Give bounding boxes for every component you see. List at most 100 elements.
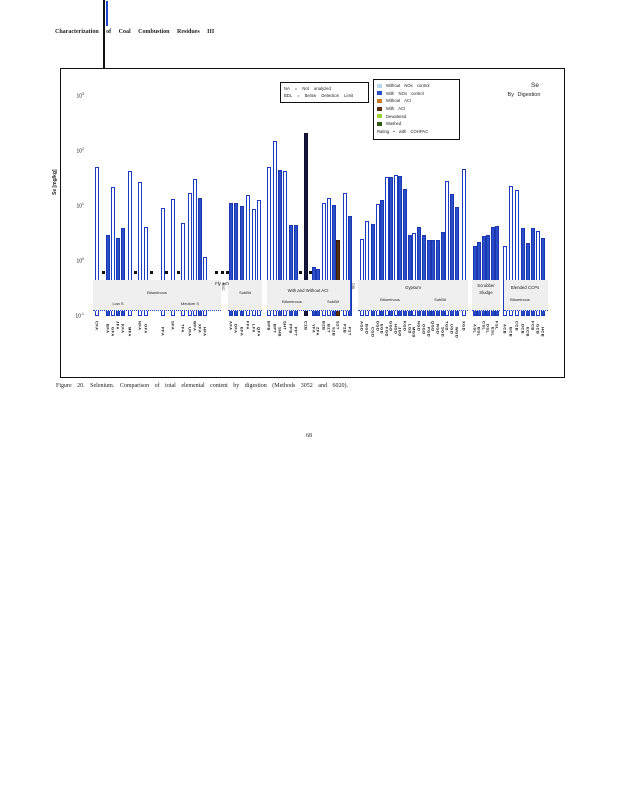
legend-swatch — [377, 83, 382, 88]
bar — [450, 194, 454, 316]
na-bdl-marker — [226, 271, 229, 274]
bar — [486, 235, 490, 316]
bar — [521, 228, 525, 316]
x-tick-label: B2T — [326, 324, 332, 334]
legend-swatch — [377, 98, 382, 103]
band-label: With and Without ACI — [287, 288, 329, 293]
legend-entry-label: Dewatered — [386, 113, 407, 119]
legend-entry-label: With NOx control — [386, 90, 424, 96]
page-number: 68 — [306, 433, 312, 439]
band-cell — [504, 280, 548, 311]
bar — [495, 226, 499, 316]
x-tick-label: P2B — [342, 324, 348, 334]
x-tick-label: DSL — [485, 324, 491, 334]
y-tick-label: 10-1 — [75, 312, 84, 320]
band-cell — [472, 280, 500, 311]
band-cell — [93, 280, 221, 311]
x-tick-label: OFA — [143, 324, 149, 334]
x-tick-label: WGD — [454, 327, 460, 339]
bar — [412, 233, 416, 316]
bar — [427, 240, 431, 316]
band-label: Fly ash — [215, 281, 229, 286]
x-tick-label: S2B — [331, 327, 337, 337]
x-tick-label: ZFA — [315, 327, 321, 337]
band-label: Blended CCPs — [510, 285, 540, 290]
x-tick-label: WFA — [192, 321, 198, 332]
bar — [116, 238, 120, 316]
legend-entry: Dewatered — [377, 112, 456, 120]
color-legend-box: Without NOx control With NOx control Witho… — [373, 79, 460, 140]
x-tick-label: DFA — [233, 324, 239, 334]
bar — [385, 177, 389, 316]
bar — [95, 167, 99, 316]
x-tick-label: UGD — [449, 324, 455, 335]
bar — [188, 193, 192, 316]
legend-entries: Without NOx control With NOx control Witho… — [377, 82, 456, 128]
note-bdl: BDL = Below Detection Limit — [284, 93, 354, 98]
bar — [252, 209, 256, 316]
bar — [240, 206, 244, 316]
bar — [294, 225, 298, 316]
bar — [327, 198, 331, 316]
legend-entry-label: Without ACI — [386, 98, 412, 104]
x-tick-label: SFA — [170, 321, 176, 331]
bar — [531, 228, 535, 316]
x-tick-label: P2T — [347, 327, 353, 336]
x-tick-label: B2B — [321, 321, 327, 331]
x-tick-label: CSL — [481, 321, 487, 331]
band-label: SubBit — [434, 297, 446, 302]
x-tick-label: AGD — [359, 321, 365, 332]
bar — [332, 205, 336, 316]
x-tick-label: FCB — [530, 321, 536, 331]
x-tick-label: C2B — [303, 321, 309, 331]
legend-swatch — [377, 114, 382, 119]
x-tick-label: SHB — [277, 327, 283, 337]
na-bdl-marker — [134, 271, 137, 274]
bar — [408, 235, 412, 316]
page-header: Characterization of Coal Combustion Resi… — [55, 29, 215, 35]
x-tick-label: LGD — [407, 324, 413, 334]
x-tick-label: HFA — [202, 327, 208, 337]
x-tick-label: UFA — [187, 327, 193, 337]
band-narrow-label: DSI — [351, 283, 355, 290]
x-tick-label: ESL — [490, 327, 496, 337]
x-tick-label: PFA — [160, 327, 166, 337]
x-tick-label: MGD — [411, 327, 417, 338]
x-tick-label: S2T — [335, 321, 341, 330]
chart-subtitle: By Digestion — [507, 92, 541, 98]
bar — [348, 216, 352, 316]
x-tick-label: YFA — [311, 324, 317, 334]
notes-legend-box: NA = Not analyzed BDL = Below Detection … — [280, 82, 369, 103]
band-narrow-label: FBC — [221, 283, 225, 291]
band-cell — [267, 280, 350, 311]
legend-swatch — [377, 91, 382, 96]
x-tick-label: QFA — [256, 327, 262, 337]
x-tick-label: CFA — [94, 321, 100, 331]
x-tick-label: DCB — [520, 324, 526, 335]
bar — [389, 177, 393, 316]
na-bdl-marker — [299, 271, 302, 274]
x-tick-label: EGD — [379, 324, 385, 335]
x-tick-label: PPB — [288, 324, 294, 334]
y-tick-label: 101 — [76, 202, 84, 210]
legend-swatch — [377, 106, 382, 111]
x-tick-label: ASL — [472, 324, 478, 334]
na-bdl-marker — [177, 271, 180, 274]
x-tick-label: KFA — [120, 324, 126, 334]
band-label: Low S — [112, 301, 124, 306]
bar — [171, 199, 175, 316]
band-label: Medium S — [180, 301, 200, 306]
x-tick-label: EFA — [239, 327, 245, 337]
x-tick-label: NFA — [137, 321, 143, 331]
na-bdl-marker — [215, 271, 218, 274]
bar — [360, 239, 364, 316]
legend-entry-label: Washed — [386, 121, 402, 127]
band-label: Bituminous — [282, 299, 302, 304]
bar — [121, 228, 125, 316]
band-cell — [228, 280, 262, 311]
x-tick-label: TFA — [180, 324, 186, 334]
note-na: NA = Not analyzed — [284, 86, 331, 91]
x-tick-label: RGD — [435, 324, 441, 335]
legend-entry: Without ACI — [377, 97, 456, 105]
